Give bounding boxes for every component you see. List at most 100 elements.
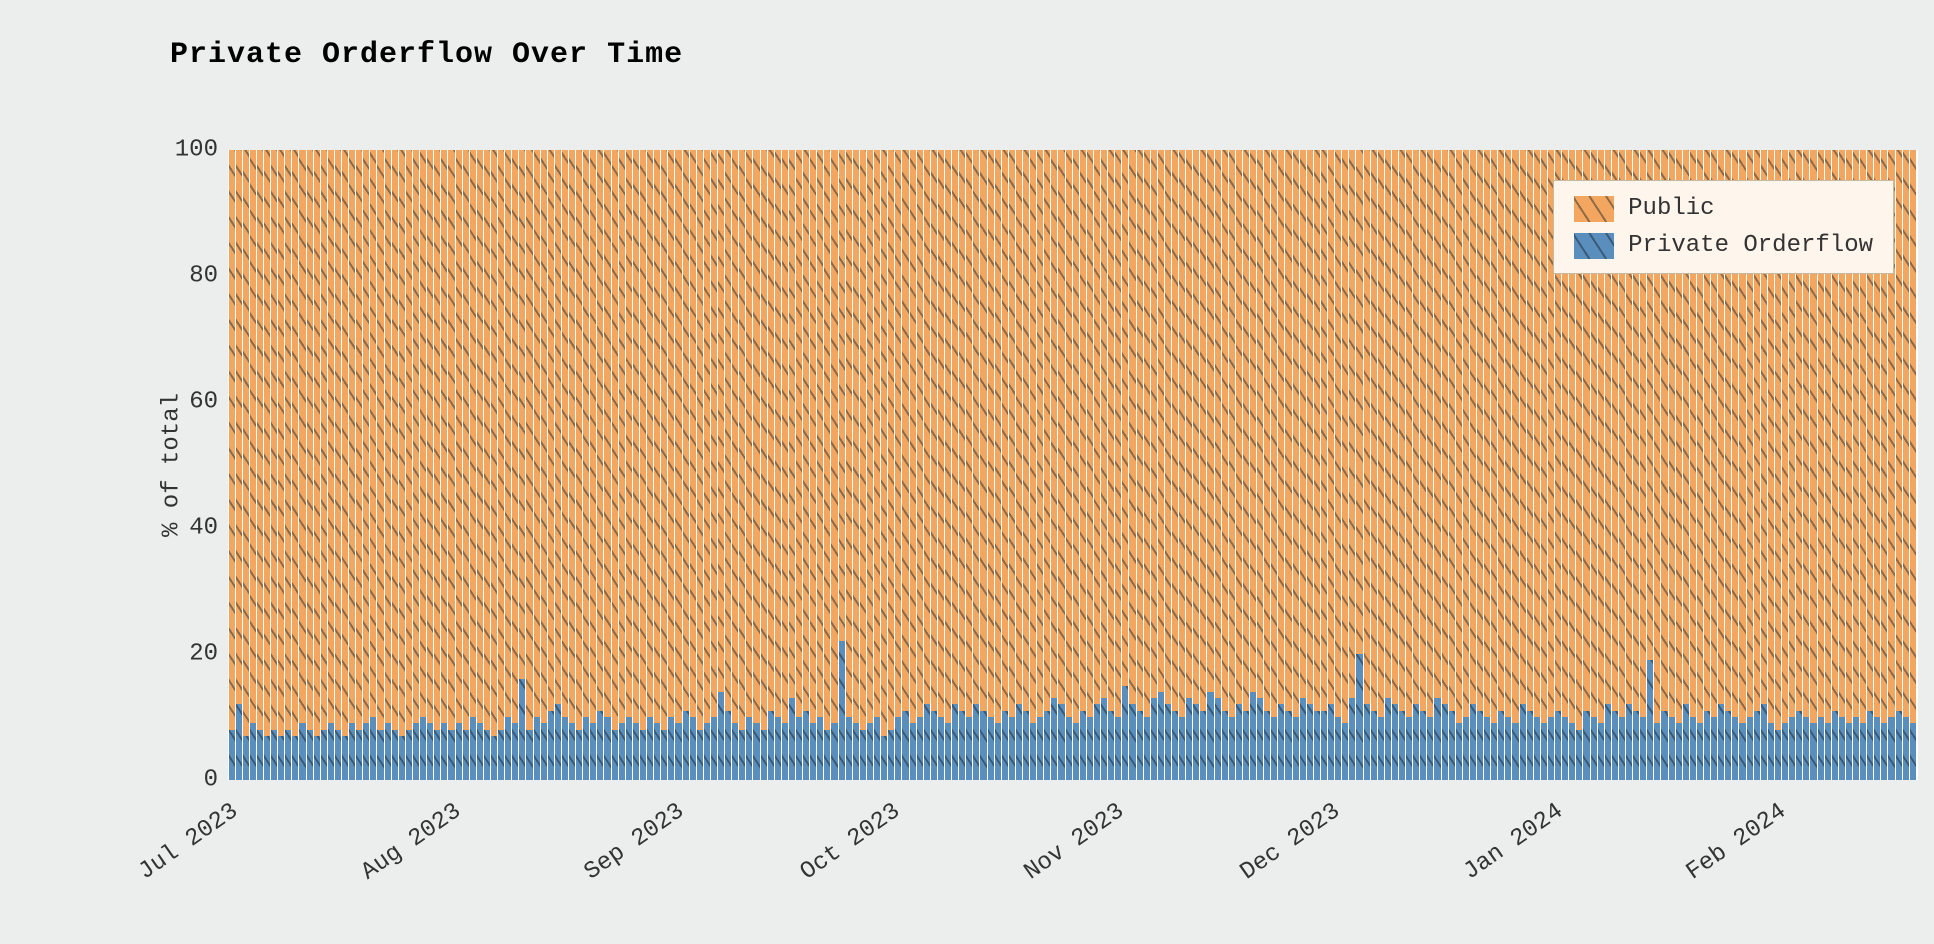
bar-private: [1449, 711, 1455, 780]
bar-stack: [1300, 150, 1306, 780]
bar-stack: [1278, 150, 1284, 780]
bar-private: [1101, 698, 1107, 780]
bar-public: [1477, 150, 1483, 711]
bar-public: [831, 150, 837, 723]
bar-stack: [1215, 150, 1221, 780]
bar-private: [1058, 704, 1064, 780]
bar-public: [902, 150, 908, 711]
bar-stack: [931, 150, 937, 780]
bar-stack: [1449, 150, 1455, 780]
bar-stack: [1236, 150, 1242, 780]
bar-private: [661, 730, 667, 780]
bar-private: [271, 730, 277, 780]
bar-stack: [1307, 150, 1313, 780]
bar-stack: [1229, 150, 1235, 780]
bar-public: [1520, 150, 1526, 704]
bar-public: [498, 150, 504, 730]
bar-stack: [1541, 150, 1547, 780]
bar-stack: [526, 150, 532, 780]
bar-public: [321, 150, 327, 730]
bar-stack: [938, 150, 944, 780]
bar-stack: [427, 150, 433, 780]
bar-public: [746, 150, 752, 717]
bar-private: [718, 692, 724, 780]
bar-public: [1392, 150, 1398, 704]
bar-public: [1016, 150, 1022, 704]
bar-public: [1058, 150, 1064, 704]
bar-private: [597, 711, 603, 780]
bar-public: [1293, 150, 1299, 717]
bar-public: [980, 150, 986, 711]
bar-stack: [810, 150, 816, 780]
bar-private: [377, 730, 383, 780]
bar-public: [803, 150, 809, 711]
bar-private: [725, 711, 731, 780]
bar-public: [1505, 150, 1511, 717]
bar-public: [874, 150, 880, 717]
bar-private: [1051, 698, 1057, 780]
bar-public: [612, 150, 618, 730]
bar-public: [363, 150, 369, 723]
bar-private: [1888, 717, 1894, 780]
bar-public: [1903, 150, 1909, 717]
bar-private: [434, 730, 440, 780]
bar-public: [243, 150, 249, 736]
bar-private: [1002, 711, 1008, 780]
bar-public: [314, 150, 320, 736]
bar-stack: [1896, 150, 1902, 780]
bar-public: [463, 150, 469, 730]
bar-public: [1470, 150, 1476, 704]
bar-public: [619, 150, 625, 723]
bar-stack: [853, 150, 859, 780]
bar-private: [1690, 717, 1696, 780]
bar-stack: [1534, 150, 1540, 780]
bar-stack: [1243, 150, 1249, 780]
bar-private: [257, 730, 263, 780]
bar-private: [1896, 711, 1902, 780]
bar-stack: [1349, 150, 1355, 780]
bar-stack: [1491, 150, 1497, 780]
bar-private: [917, 717, 923, 780]
bar-public: [1193, 150, 1199, 704]
bar-private: [470, 717, 476, 780]
bar-private: [1612, 711, 1618, 780]
bar-private: [796, 717, 802, 780]
bar-private: [1108, 711, 1114, 780]
bar-stack: [1073, 150, 1079, 780]
bar-private: [299, 723, 305, 780]
bar-public: [988, 150, 994, 717]
bar-private: [526, 730, 532, 780]
bar-private: [505, 717, 511, 780]
bar-public: [1229, 150, 1235, 717]
bar-private: [1385, 698, 1391, 780]
bar-private: [973, 704, 979, 780]
bar-stack: [1420, 150, 1426, 780]
bar-private: [604, 717, 610, 780]
bar-public: [1044, 150, 1050, 711]
legend-label-public: Public: [1628, 195, 1714, 222]
bar-stack: [1314, 150, 1320, 780]
bar-public: [1534, 150, 1540, 717]
bar-public: [292, 150, 298, 736]
bar-private: [1200, 711, 1206, 780]
bar-private: [1477, 711, 1483, 780]
bar-public: [888, 150, 894, 730]
bar-private: [1044, 711, 1050, 780]
bar-private: [498, 730, 504, 780]
bar-private: [945, 723, 951, 780]
bar-private: [924, 704, 930, 780]
bar-private: [1456, 723, 1462, 780]
bar-private: [775, 717, 781, 780]
bar-public: [1094, 150, 1100, 704]
bar-stack: [619, 150, 625, 780]
bar-private: [1250, 692, 1256, 780]
bar-stack: [704, 150, 710, 780]
bar-private: [456, 723, 462, 780]
bar-private: [1399, 711, 1405, 780]
bar-stack: [356, 150, 362, 780]
bar-public: [824, 150, 830, 730]
bar-private: [1718, 704, 1724, 780]
bar-public: [647, 150, 653, 717]
bar-public: [434, 150, 440, 730]
bar-stack: [1434, 150, 1440, 780]
